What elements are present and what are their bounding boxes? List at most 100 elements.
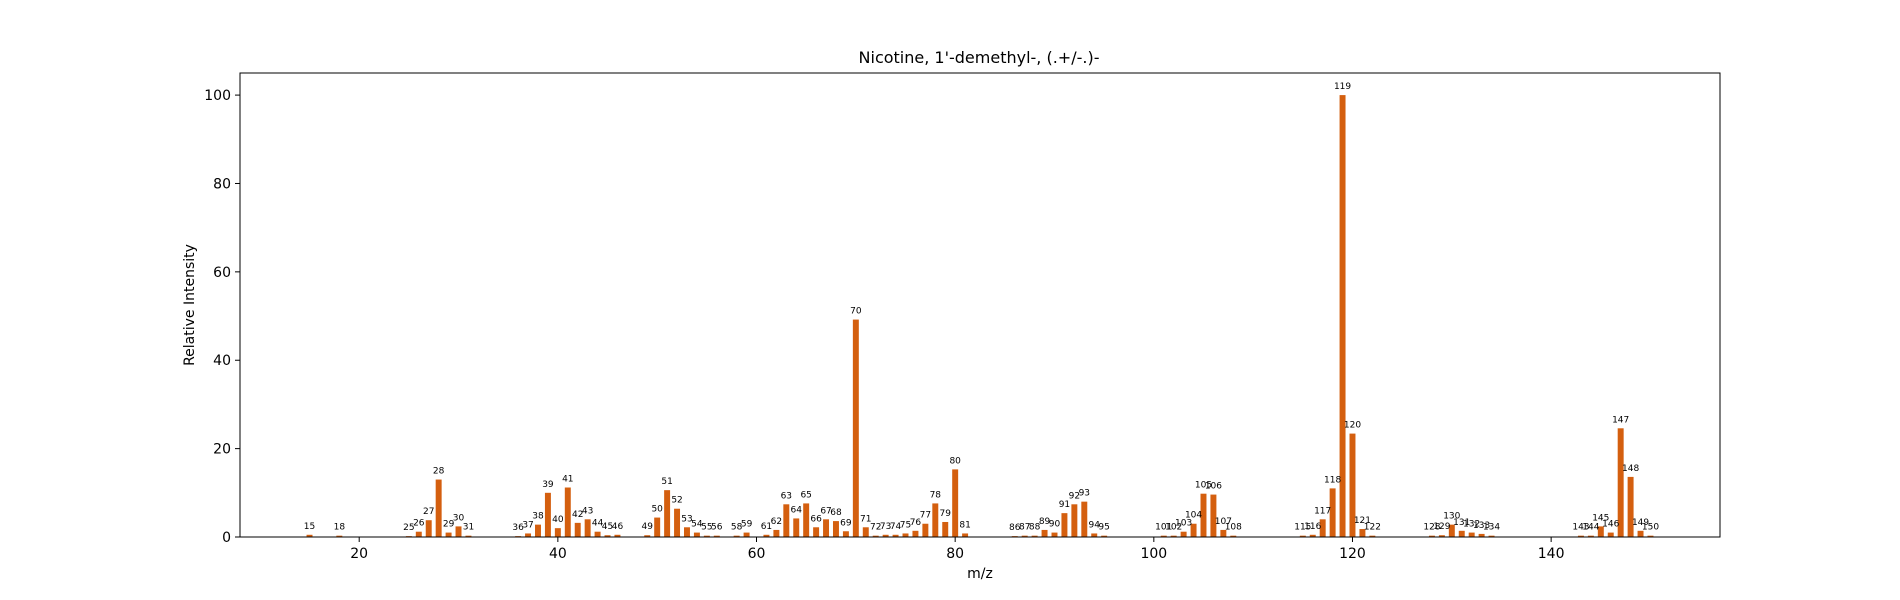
y-tick-label: 40	[213, 353, 231, 369]
bar-mz-44	[594, 531, 601, 537]
bar-label-75: 75	[900, 520, 911, 530]
bar-mz-149	[1637, 530, 1644, 537]
bar-mz-130	[1448, 524, 1455, 537]
bar-mz-87	[1021, 535, 1028, 537]
bar-mz-102	[1170, 535, 1177, 537]
bar-mz-106	[1210, 494, 1217, 537]
bar-mz-46	[614, 534, 621, 537]
bar-mz-45	[604, 535, 611, 537]
bar-label-63: 63	[781, 491, 792, 501]
bar-label-43: 43	[582, 506, 593, 516]
bar-label-44: 44	[592, 519, 604, 529]
bar-label-71: 71	[860, 514, 871, 524]
bar-label-51: 51	[661, 477, 672, 487]
bar-label-122: 122	[1364, 523, 1381, 533]
bar-label-72: 72	[870, 523, 881, 533]
bar-label-39: 39	[542, 480, 554, 490]
bar-label-53: 53	[681, 514, 692, 524]
bar-label-120: 120	[1344, 421, 1361, 431]
bar-label-88: 88	[1029, 523, 1041, 533]
bar-mz-51	[664, 490, 671, 537]
x-tick-label: 100	[1140, 546, 1167, 562]
bar-mz-91	[1061, 513, 1068, 537]
bar-mz-49	[644, 535, 651, 537]
bar-label-130: 130	[1443, 512, 1460, 522]
bar-label-79: 79	[940, 509, 952, 519]
bar-mz-40	[554, 528, 561, 537]
bar-label-146: 146	[1602, 520, 1619, 530]
bar-mz-50	[654, 517, 661, 537]
bar-label-30: 30	[453, 513, 465, 523]
bar-mz-53	[684, 527, 690, 537]
bar-label-91: 91	[1059, 500, 1070, 510]
bar-label-86: 86	[1009, 523, 1021, 533]
bar-label-40: 40	[552, 515, 564, 525]
bar-mz-115	[1299, 535, 1306, 537]
bar-mz-148	[1627, 476, 1634, 537]
bar-label-90: 90	[1049, 520, 1061, 530]
bar-label-78: 78	[930, 490, 942, 500]
bar-mz-43	[584, 519, 591, 537]
bar-mz-69	[842, 531, 849, 537]
bar-label-18: 18	[334, 523, 346, 533]
bar-mz-122	[1369, 535, 1376, 537]
bar-mz-41	[564, 487, 571, 537]
bar-mz-108	[1230, 535, 1237, 537]
bar-label-115: 115	[1294, 523, 1311, 533]
bar-mz-64	[793, 518, 800, 537]
bar-label-150: 150	[1642, 523, 1659, 533]
bar-label-108: 108	[1225, 523, 1242, 533]
bar-mz-59	[743, 532, 750, 537]
bar-label-94: 94	[1089, 520, 1101, 530]
x-axis-label: m/z	[967, 566, 993, 582]
bar-mz-104	[1190, 523, 1197, 537]
bar-label-45: 45	[602, 522, 613, 532]
bar-label-103: 103	[1175, 519, 1192, 529]
x-tick-label: 40	[549, 546, 567, 562]
bar-mz-79	[942, 521, 949, 537]
bar-mz-129	[1438, 535, 1445, 537]
bar-label-27: 27	[423, 507, 434, 517]
bar-mz-146	[1607, 532, 1614, 537]
bar-mz-116	[1309, 534, 1316, 537]
bar-label-61: 61	[761, 522, 772, 532]
bar-mz-26	[415, 531, 422, 537]
bar-mz-88	[1031, 535, 1038, 537]
bar-label-49: 49	[642, 522, 654, 532]
bar-label-89: 89	[1039, 517, 1051, 527]
bar-mz-42	[574, 522, 581, 537]
bar-mz-29	[445, 532, 452, 537]
bar-label-46: 46	[612, 522, 624, 532]
bar-label-74: 74	[890, 522, 902, 532]
bar-label-55: 55	[701, 523, 712, 533]
bar-mz-93	[1081, 501, 1088, 537]
bar-label-119: 119	[1334, 82, 1351, 92]
bar-mz-133	[1478, 533, 1485, 537]
y-tick-label: 0	[222, 530, 231, 546]
x-tick-label: 60	[748, 546, 766, 562]
bar-mz-118	[1329, 488, 1336, 537]
bar-mz-61	[763, 534, 770, 537]
bar-mz-39	[544, 492, 551, 537]
bar-mz-120	[1349, 433, 1356, 537]
bar-mz-147	[1617, 428, 1624, 537]
bar-mz-105	[1200, 493, 1207, 537]
bar-mz-31	[465, 535, 472, 537]
bar-label-131: 131	[1453, 518, 1470, 528]
plot-frame	[239, 72, 1721, 538]
bar-mz-89	[1041, 529, 1048, 537]
bar-label-42: 42	[572, 510, 583, 520]
bar-mz-94	[1091, 533, 1098, 537]
bar-label-116: 116	[1304, 522, 1321, 532]
bar-label-65: 65	[800, 490, 811, 500]
bar-label-80: 80	[949, 456, 961, 466]
y-axis-label: Relative Intensity	[182, 244, 198, 366]
bar-mz-54	[693, 532, 700, 537]
bar-mz-18	[336, 535, 343, 537]
bar-mz-76	[912, 530, 919, 537]
bar-label-41: 41	[562, 475, 573, 485]
bar-mz-74	[892, 534, 899, 537]
bar-label-56: 56	[711, 523, 723, 533]
bar-label-81: 81	[959, 520, 970, 530]
